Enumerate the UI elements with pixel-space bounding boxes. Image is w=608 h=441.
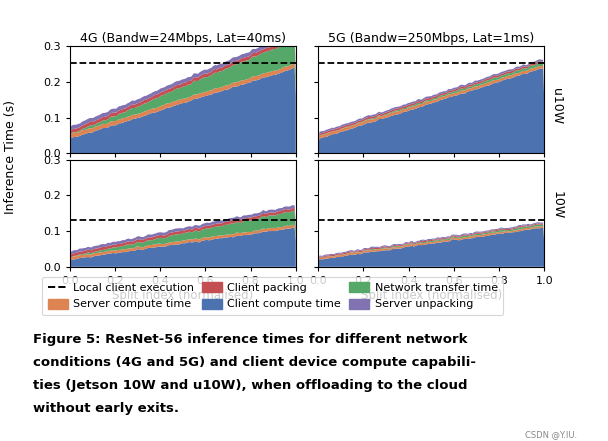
X-axis label: Split index (normalised): Split index (normalised) — [112, 288, 254, 302]
Text: u10W: u10W — [550, 88, 563, 124]
Text: conditions (4G and 5G) and client device compute capabili-: conditions (4G and 5G) and client device… — [33, 356, 477, 369]
Text: Inference Time (s): Inference Time (s) — [4, 100, 18, 213]
Text: without early exits.: without early exits. — [33, 402, 179, 415]
Text: 10W: 10W — [550, 191, 563, 219]
Text: ties (Jetson 10W and u10W), when offloading to the cloud: ties (Jetson 10W and u10W), when offload… — [33, 379, 468, 392]
Legend: Local client execution, Server compute time, Client packing, Client compute time: Local client execution, Server compute t… — [42, 277, 503, 315]
X-axis label: Split index (normalised): Split index (normalised) — [361, 288, 502, 302]
Title: 4G (Bandw=24Mbps, Lat=40ms): 4G (Bandw=24Mbps, Lat=40ms) — [80, 32, 286, 45]
Text: CSDN @Y.IU.: CSDN @Y.IU. — [525, 430, 578, 439]
Title: 5G (Bandw=250Mbps, Lat=1ms): 5G (Bandw=250Mbps, Lat=1ms) — [328, 32, 534, 45]
Text: Figure 5: ResNet-56 inference times for different network: Figure 5: ResNet-56 inference times for … — [33, 333, 468, 346]
